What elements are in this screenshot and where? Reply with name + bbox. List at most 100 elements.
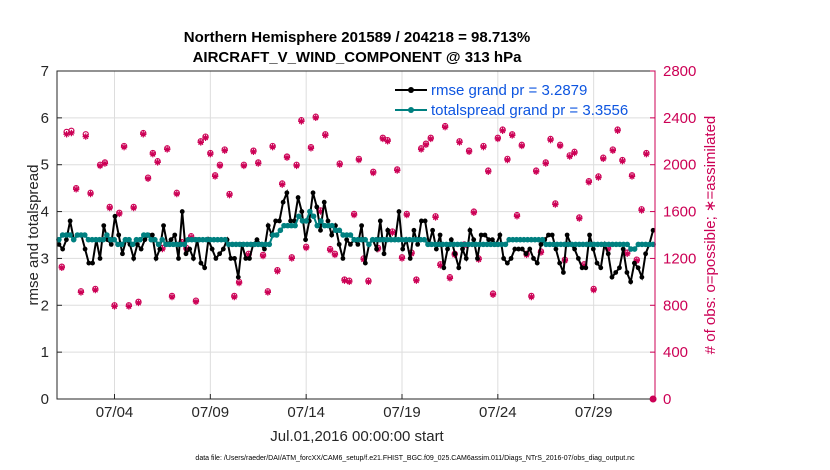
y-tick-label: 5 <box>41 157 49 174</box>
rmse-point <box>280 199 286 205</box>
obs-assimilated-marker <box>293 162 300 170</box>
obs-assimilated-marker <box>360 256 367 263</box>
y-right-tick-label: 1200 <box>663 250 696 267</box>
rmse-point <box>295 195 301 200</box>
obs-assimilated-marker <box>140 131 147 138</box>
totalspread-point <box>118 241 125 248</box>
obs-assimilated-marker <box>370 169 377 177</box>
rmse-point <box>172 232 178 238</box>
obs-assimilated-marker <box>350 211 358 219</box>
rmse-point <box>101 223 107 229</box>
y-right-tick-label: 2400 <box>663 110 696 127</box>
obs-assimilated-marker <box>547 136 554 144</box>
rmse-point <box>161 223 166 229</box>
obs-assimilated-marker <box>499 127 506 134</box>
obs-assimilated-marker <box>111 303 118 310</box>
obs-assimilated-marker <box>63 131 70 138</box>
obs-assimilated-marker <box>279 181 286 188</box>
obs-assimilated-marker <box>130 204 137 212</box>
obs-assimilated-marker <box>595 174 602 181</box>
obs-assimilated-marker <box>403 211 410 219</box>
y-right-tick-label: 1600 <box>663 204 696 221</box>
obs-assimilated-marker <box>470 209 478 216</box>
obs-assimilated-marker <box>231 293 238 301</box>
rmse-point <box>213 256 219 261</box>
obs-assimilated-marker <box>207 150 214 158</box>
rmse-point <box>153 256 159 261</box>
obs-assimilated-marker <box>441 124 449 131</box>
obs-assimilated-marker <box>197 139 204 146</box>
rmse-point <box>407 256 413 261</box>
rmse-point <box>534 260 540 266</box>
rmse-point <box>456 265 462 271</box>
chart-title-line1: Northern Hemisphere 201589 / 204218 = 98… <box>184 29 530 46</box>
rmse-point <box>594 260 600 266</box>
y-right-tick-label: 800 <box>663 297 688 314</box>
totalspread-point <box>56 236 62 243</box>
obs-assimilated-marker <box>480 143 487 151</box>
rmse-point <box>191 256 196 261</box>
rmse-point <box>433 246 439 252</box>
rmse-point <box>575 256 581 261</box>
totalspread-point <box>421 236 428 243</box>
y-ticks-left: 0 1 2 3 4 5 6 7 <box>41 63 62 408</box>
rmse-point <box>396 209 402 214</box>
rmse-point <box>134 241 140 247</box>
totalspread-point <box>152 236 158 243</box>
rmse-point <box>467 227 473 233</box>
rmse-point <box>168 237 174 243</box>
obs-assimilated-marker <box>494 135 502 143</box>
rmse-point <box>460 246 465 252</box>
obs-assimilated-marker <box>120 143 128 151</box>
rmse-point <box>112 213 118 219</box>
rmse-point <box>228 256 234 261</box>
rmse-point <box>478 232 484 238</box>
rmse-point <box>635 265 641 271</box>
rmse-point <box>475 256 480 261</box>
rmse-point <box>243 256 249 261</box>
rmse-point <box>400 246 406 252</box>
obs-assimilated-marker <box>518 142 525 150</box>
y-right-tick-label: 400 <box>663 344 688 361</box>
rmse-point <box>232 256 237 261</box>
obs-assimilated-marker <box>427 135 434 143</box>
rmse-point <box>598 265 604 271</box>
rmse-point <box>131 256 137 261</box>
x-tick-label: 07/19 <box>383 404 421 421</box>
y-tick-label: 6 <box>41 110 49 127</box>
totalspread-point <box>100 236 107 243</box>
obs-assimilated-marker <box>638 207 645 214</box>
obs-assimilated-marker <box>346 278 353 286</box>
rmse-point <box>605 251 611 257</box>
obs-assimilated-marker <box>341 277 348 284</box>
y-right-tick-label: 2000 <box>663 157 696 174</box>
rmse-point <box>340 256 346 261</box>
rmse-point <box>116 232 122 238</box>
obs-assimilated-marker <box>619 158 626 165</box>
rmse-point <box>411 227 417 233</box>
x-tick-label: 07/24 <box>479 404 517 421</box>
y-tick-label: 2 <box>41 297 49 314</box>
obs-assimilated-marker <box>101 160 109 167</box>
obs-assimilated-marker <box>274 268 281 275</box>
obs-assimilated-marker <box>250 148 257 156</box>
x-tick-label: 07/29 <box>575 404 613 421</box>
rmse-point <box>538 241 544 247</box>
obs-assimilated-marker <box>149 150 157 158</box>
rmse-point <box>643 251 649 257</box>
rmse-point <box>108 241 114 247</box>
rmse-point <box>583 265 589 271</box>
obs-assimilated-marker <box>604 245 612 253</box>
obs-assimilated-marker <box>580 262 588 269</box>
rmse-point <box>546 232 551 238</box>
totalspread-point <box>129 241 136 248</box>
rmse-point <box>67 218 73 224</box>
obs-assimilated-marker <box>164 146 171 153</box>
obs-assimilated-marker <box>365 278 372 286</box>
totalspread-point <box>159 236 166 243</box>
rmse-point <box>613 270 619 275</box>
y-tick-label: 0 <box>41 391 49 408</box>
rmse-point <box>620 246 626 252</box>
rmse-point <box>86 260 92 266</box>
